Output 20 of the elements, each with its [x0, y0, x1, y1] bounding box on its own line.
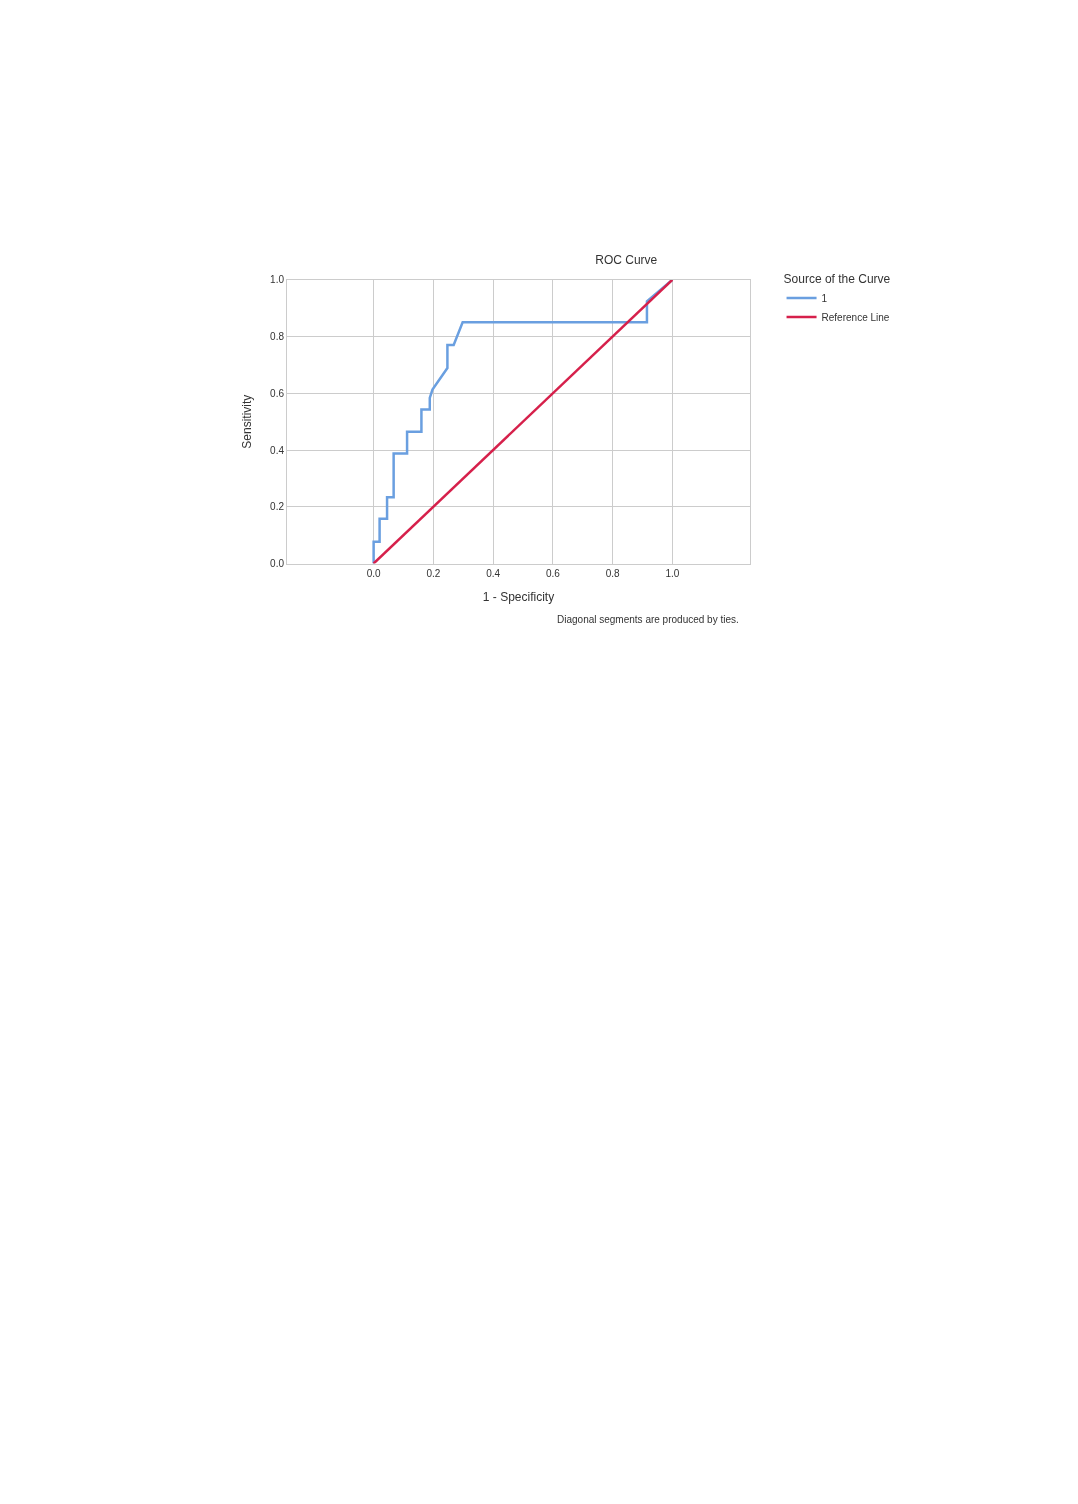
x-tick-label: 0.6	[545, 567, 561, 579]
x-axis-title: 1 - Specificity	[482, 590, 555, 605]
y-tick-label: 0.4	[270, 444, 285, 456]
x-tick-label: 0.2	[426, 567, 441, 579]
y-tick-label: 0.8	[270, 331, 285, 343]
legend-label: Reference Line	[821, 311, 890, 323]
legend-label: 1	[821, 292, 828, 304]
chart-title: ROC Curve	[595, 253, 658, 268]
x-tick-label: 0.8	[605, 567, 620, 579]
y-tick-label: 0.0	[270, 558, 285, 570]
y-tick-label: 0.6	[270, 387, 285, 399]
y-axis-title: Sensitivity	[240, 394, 255, 449]
y-tick-label: 0.2	[270, 501, 285, 513]
legend-title: Source of the Curve	[783, 272, 891, 287]
x-tick-label: 1.0	[665, 567, 680, 579]
x-tick-label: 0.4	[486, 567, 501, 579]
y-tick-label: 1.0	[270, 274, 285, 286]
text: Diagonal segments are produced by ties.	[557, 614, 739, 625]
line-series	[372, 279, 674, 564]
x-tick-label: 0.0	[366, 567, 382, 579]
